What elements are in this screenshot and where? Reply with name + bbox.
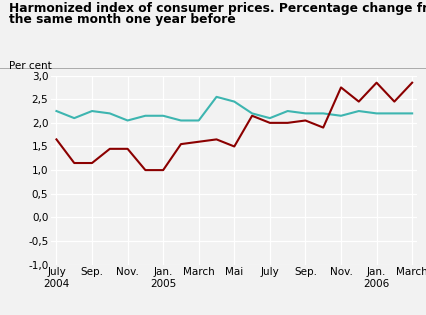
EEA — [409, 112, 414, 115]
EEA — [107, 112, 112, 115]
EEA — [214, 95, 219, 99]
EEA — [125, 119, 130, 123]
EEA — [356, 109, 361, 113]
EEA — [161, 114, 166, 117]
Norway — [125, 147, 130, 151]
Line: Norway: Norway — [57, 83, 412, 170]
Norway — [392, 100, 397, 103]
EEA — [72, 116, 77, 120]
Norway — [232, 145, 237, 148]
Line: EEA: EEA — [57, 97, 412, 121]
EEA — [374, 112, 379, 115]
Norway — [196, 140, 201, 144]
Norway — [285, 121, 290, 125]
EEA — [321, 112, 326, 115]
Norway — [178, 142, 184, 146]
Norway — [321, 126, 326, 129]
EEA — [196, 119, 201, 123]
Text: Harmonized index of consumer prices. Percentage change from: Harmonized index of consumer prices. Per… — [9, 2, 426, 14]
EEA — [285, 109, 290, 113]
Norway — [374, 81, 379, 84]
Norway — [267, 121, 272, 125]
Norway — [409, 81, 414, 84]
Norway — [54, 137, 59, 141]
EEA — [303, 112, 308, 115]
Norway — [89, 161, 95, 165]
Norway — [161, 168, 166, 172]
Norway — [356, 100, 361, 103]
Norway — [250, 114, 255, 117]
EEA — [54, 109, 59, 113]
EEA — [250, 112, 255, 115]
EEA — [267, 116, 272, 120]
EEA — [89, 109, 95, 113]
Norway — [143, 168, 148, 172]
Norway — [303, 119, 308, 123]
Norway — [338, 85, 343, 89]
Text: the same month one year before: the same month one year before — [9, 13, 235, 26]
Text: Per cent: Per cent — [9, 61, 51, 71]
EEA — [338, 114, 343, 117]
EEA — [232, 100, 237, 103]
EEA — [392, 112, 397, 115]
EEA — [178, 119, 184, 123]
Norway — [107, 147, 112, 151]
Norway — [72, 161, 77, 165]
Norway — [214, 137, 219, 141]
EEA — [143, 114, 148, 117]
